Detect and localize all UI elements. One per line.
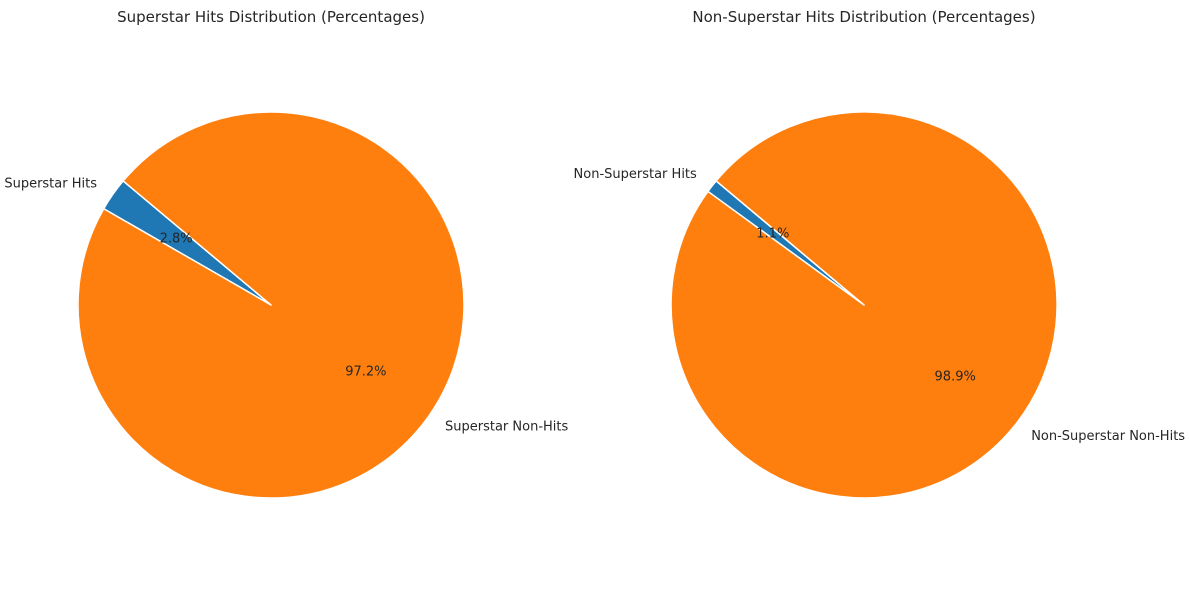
pct-label-superstar-non-hits: 97.2% (345, 364, 386, 379)
pie-slices-non-superstar (670, 111, 1058, 499)
slice-superstar-non-hits (77, 111, 465, 499)
pie-slices-superstar (77, 111, 465, 499)
slice-non-superstar-non-hits (670, 111, 1058, 499)
chart-title-non-superstar: Non-Superstar Hits Distribution (Percent… (692, 8, 1035, 26)
pct-label-non-superstar-non-hits: 98.9% (935, 369, 976, 384)
pie-chart-superstar: Superstar Hits Distribution (Percentages… (4, 8, 568, 499)
slice-label-superstar-hits: Superstar Hits (4, 176, 97, 191)
pie-chart-non-superstar: Non-Superstar Hits Distribution (Percent… (574, 8, 1185, 499)
chart-title-superstar: Superstar Hits Distribution (Percentages… (117, 8, 425, 26)
slice-label-non-superstar-non-hits: Non-Superstar Non-Hits (1031, 429, 1185, 444)
slice-label-superstar-non-hits: Superstar Non-Hits (445, 420, 568, 435)
pct-label-superstar-hits: 2.8% (160, 232, 193, 247)
pct-label-non-superstar-hits: 1.1% (756, 227, 789, 242)
slice-label-non-superstar-hits: Non-Superstar Hits (574, 167, 697, 182)
